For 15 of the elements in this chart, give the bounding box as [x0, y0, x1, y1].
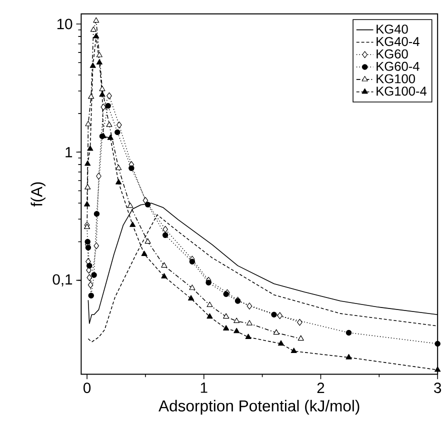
y-tick-label: 0,1: [52, 274, 72, 287]
y-tick-label: 10: [57, 18, 72, 30]
legend-label: KG40: [376, 24, 408, 34]
x-tick-label: 2: [317, 382, 324, 394]
legend-label: KG60: [376, 50, 408, 59]
y-tick-label: 1: [66, 147, 72, 158]
x-tick-label: 3: [434, 382, 442, 394]
legend-label: KG100: [376, 74, 416, 84]
legend-label: KG100-4: [376, 86, 427, 96]
x-tick-label: 0: [83, 382, 91, 394]
x-axis-title: Adsorption Potential (kJ/mol): [158, 400, 360, 415]
x-tick-label: 1: [200, 382, 208, 393]
legend-label: KG60-4: [376, 62, 420, 72]
legend-label: KG40-4: [376, 37, 420, 46]
y-axis-title: f(A): [30, 182, 46, 207]
